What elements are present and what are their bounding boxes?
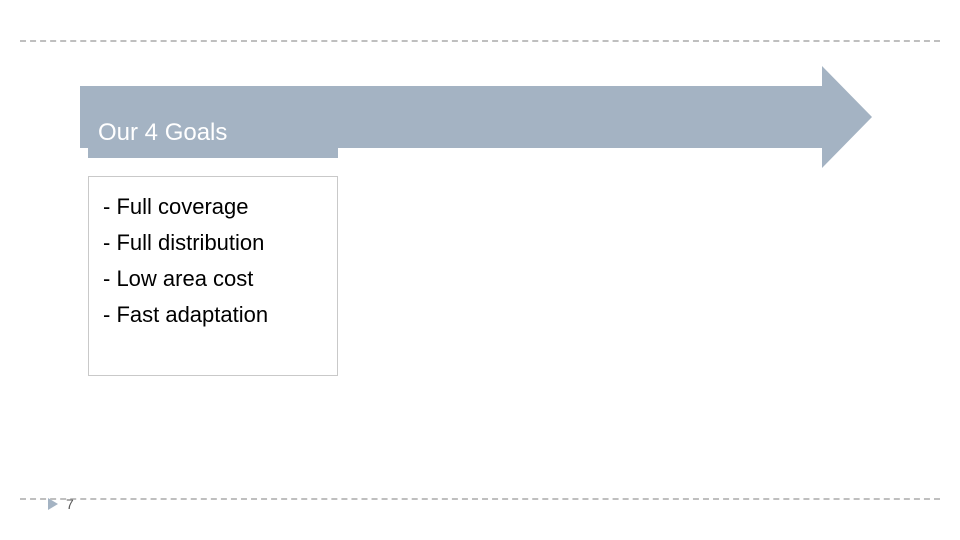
top-dashed-rule bbox=[20, 40, 940, 42]
title-text: Our 4 Goals bbox=[98, 119, 227, 147]
slide: Our 4 Goals - Full coverage - Full distr… bbox=[0, 0, 960, 540]
goals-box: - Full coverage - Full distribution - Lo… bbox=[88, 176, 338, 376]
title-box: Our 4 Goals bbox=[88, 108, 338, 158]
page-marker: 7 bbox=[48, 496, 74, 512]
goal-item: - Low area cost bbox=[103, 261, 323, 297]
page-number: 7 bbox=[66, 496, 74, 512]
goal-item: - Full distribution bbox=[103, 225, 323, 261]
play-triangle-icon bbox=[48, 498, 58, 510]
bottom-dashed-rule bbox=[20, 498, 940, 500]
goal-item: - Full coverage bbox=[103, 189, 323, 225]
goal-item: - Fast adaptation bbox=[103, 297, 323, 333]
arrow-head-icon bbox=[822, 66, 872, 168]
